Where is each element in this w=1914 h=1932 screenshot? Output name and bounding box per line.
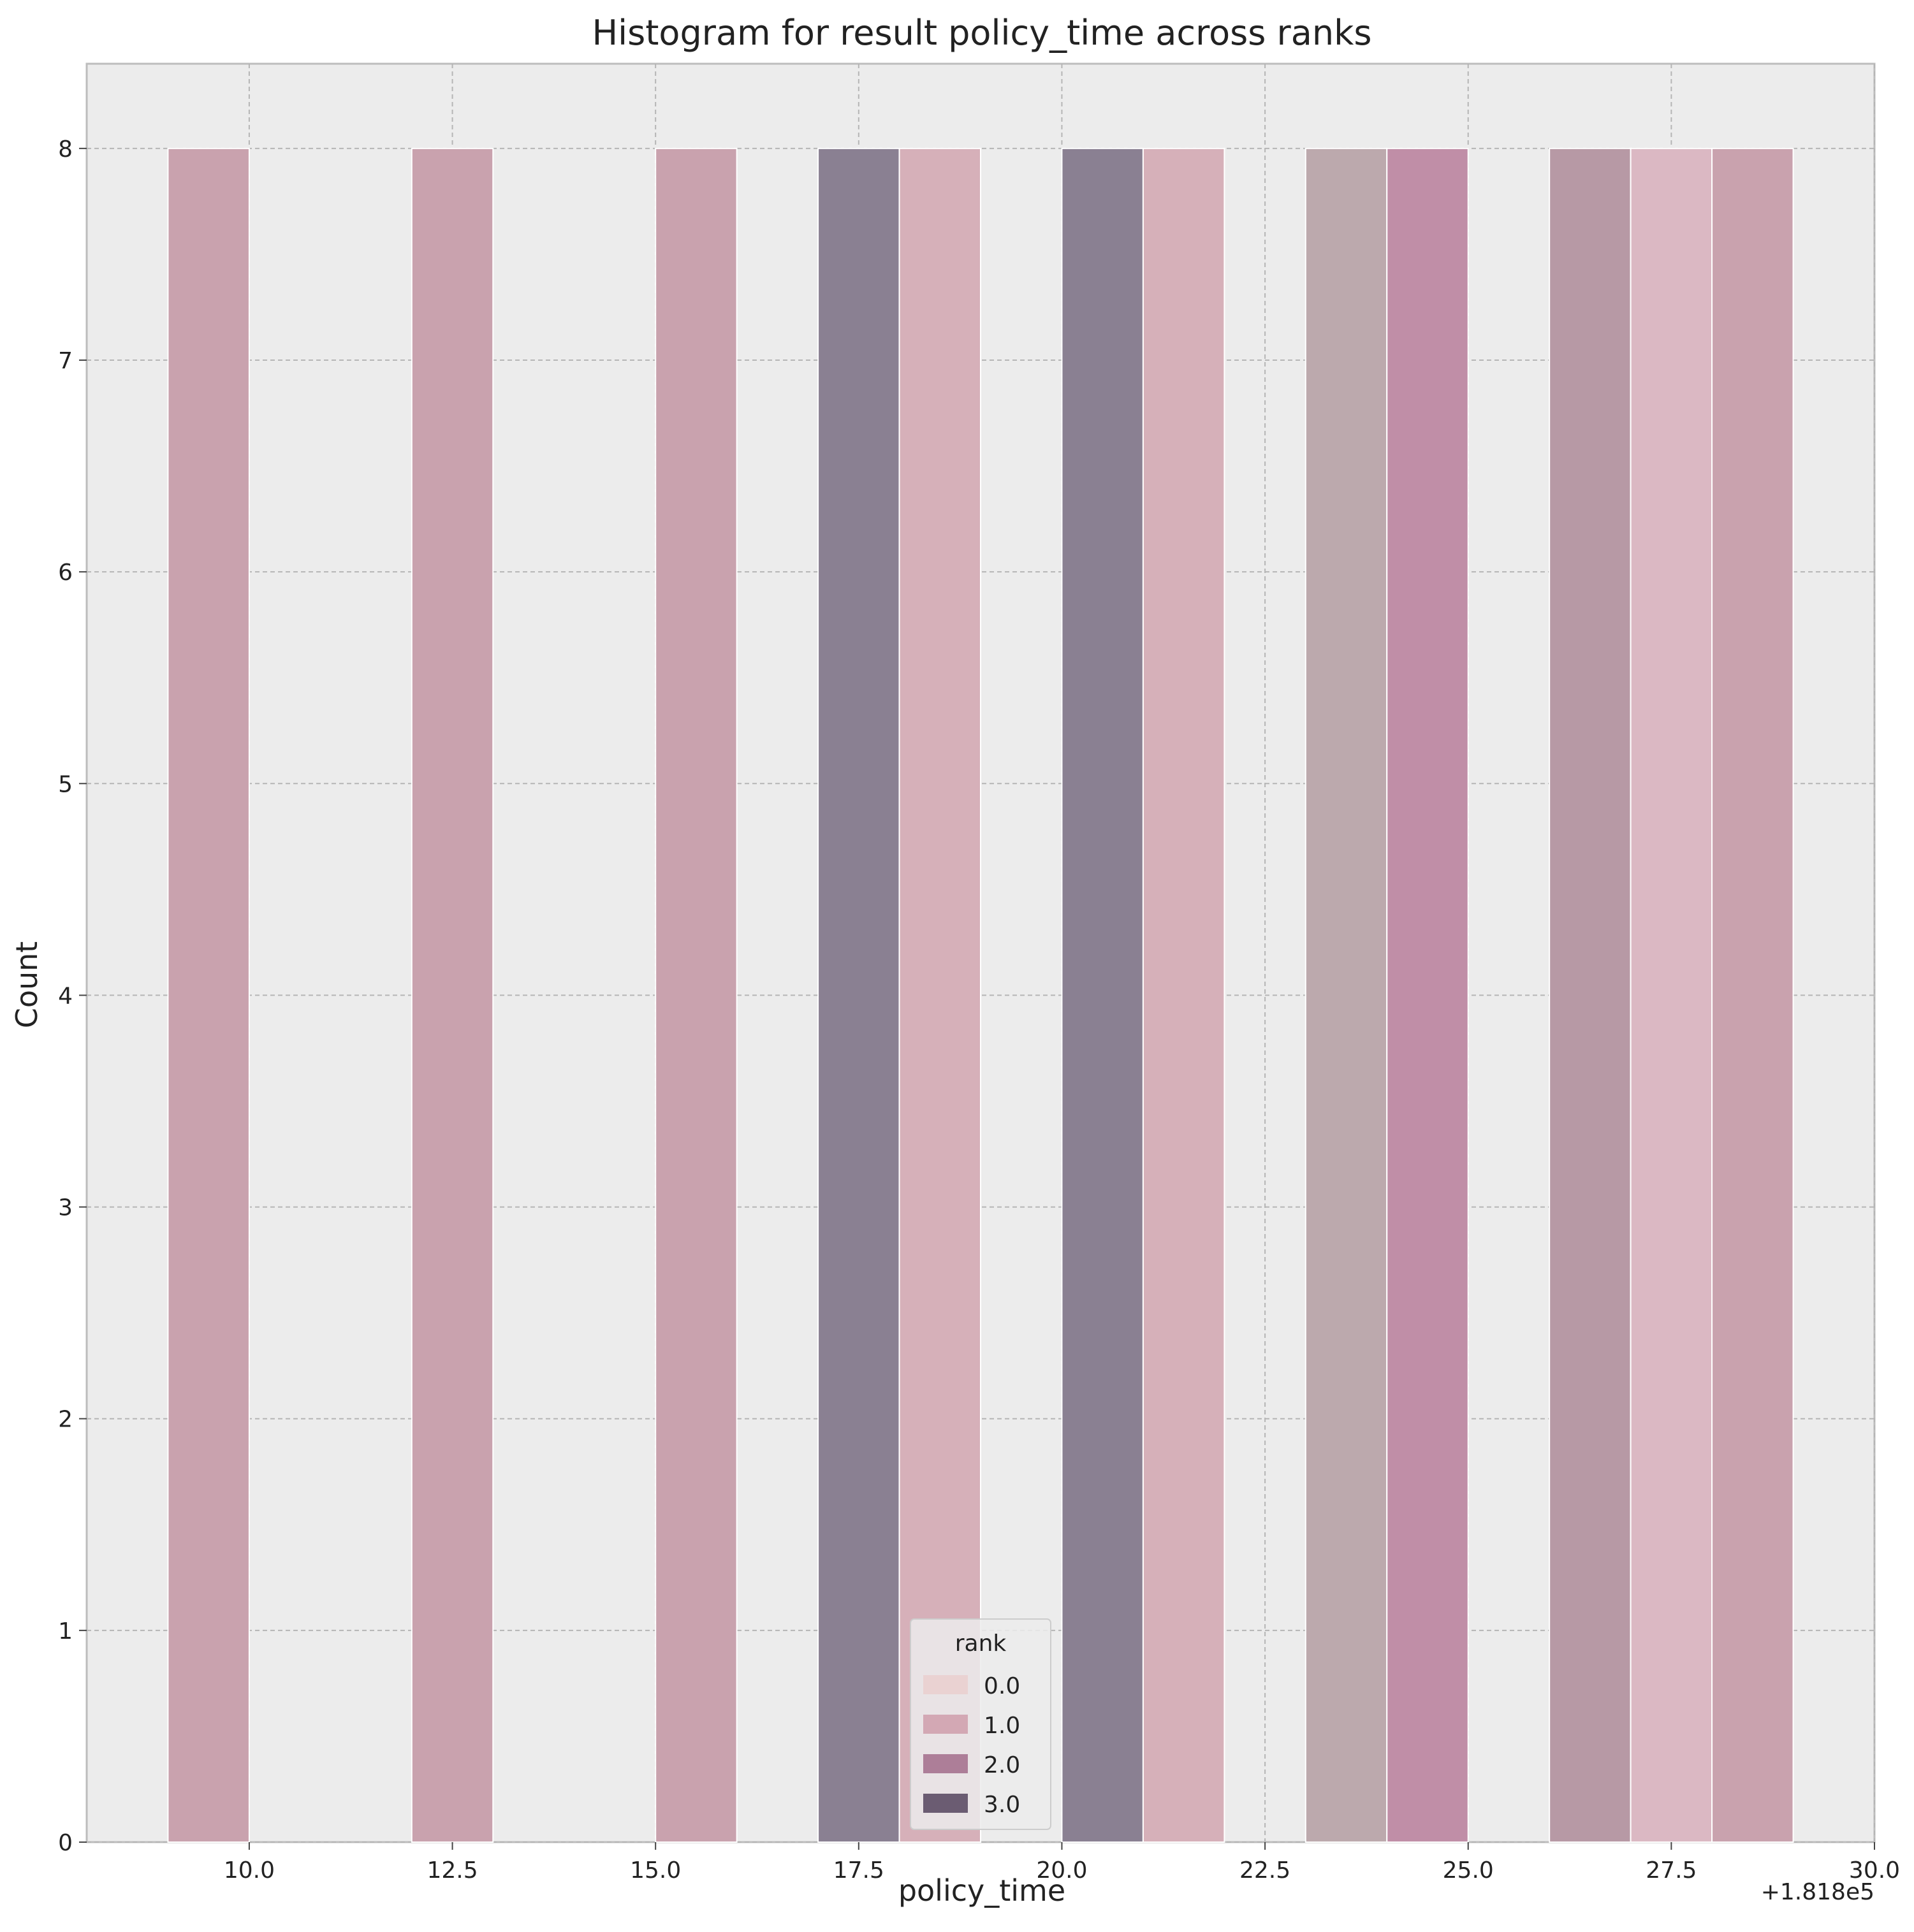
legend-box <box>910 1618 1051 1830</box>
legend-title: rank <box>955 1631 1007 1657</box>
y-axis-label: Count <box>10 941 44 1029</box>
legend-swatch <box>923 1794 968 1813</box>
y-tick-label: 1 <box>58 1618 73 1645</box>
histogram-bar <box>655 147 738 1843</box>
histogram-bar <box>898 147 981 1843</box>
legend-swatch <box>923 1675 968 1694</box>
histogram-bar <box>411 147 494 1843</box>
legend-swatch <box>923 1715 968 1734</box>
histogram-bar <box>1061 147 1144 1843</box>
y-tick-label: 8 <box>58 136 73 163</box>
legend-entry-label: 0.0 <box>984 1673 1020 1699</box>
x-tick-label: 17.5 <box>833 1857 884 1884</box>
x-tick-label: 30.0 <box>1849 1857 1900 1884</box>
y-tick-label: 3 <box>58 1195 73 1221</box>
x-axis-label: policy_time <box>898 1873 1065 1908</box>
histogram-bar <box>817 147 900 1843</box>
histogram-bar <box>167 147 250 1843</box>
x-tick-label: 20.0 <box>1036 1857 1087 1884</box>
ticks: 10.0 12.5 15.0 17.5 20.0 22.5 25.0 27.5 30.00123… <box>58 136 1900 1884</box>
x-tick-label: 25.0 <box>1443 1857 1494 1884</box>
y-tick-label: 4 <box>58 983 73 1009</box>
y-tick-label: 0 <box>58 1830 73 1856</box>
y-tick-label: 2 <box>58 1407 73 1433</box>
x-tick-label: 15.0 <box>630 1857 681 1884</box>
histogram-bar <box>1630 147 1713 1843</box>
bars <box>167 147 1794 1843</box>
legend-entry-label: 2.0 <box>984 1752 1020 1778</box>
histogram-bar <box>1549 147 1632 1843</box>
legend-entry-label: 3.0 <box>984 1792 1020 1818</box>
legend-entry-label: 1.0 <box>984 1713 1020 1739</box>
chart-title: Histogram for result policy_time across … <box>592 13 1372 53</box>
x-offset-label: +1.818e5 <box>1761 1879 1874 1905</box>
histogram-bar <box>1142 147 1225 1843</box>
legend: rank 0.0 1.0 2.0 3.0 <box>910 1618 1051 1830</box>
histogram-bar <box>1711 147 1794 1843</box>
legend-swatch <box>923 1754 968 1773</box>
y-tick-label: 7 <box>58 348 73 374</box>
y-tick-label: 5 <box>58 771 73 797</box>
histogram-bar <box>1304 147 1388 1843</box>
y-tick-label: 6 <box>58 560 73 586</box>
x-tick-label: 27.5 <box>1646 1857 1697 1884</box>
x-tick-label: 12.5 <box>427 1857 478 1884</box>
x-tick-label: 22.5 <box>1239 1857 1290 1884</box>
histogram-bar <box>1386 147 1469 1843</box>
x-tick-label: 10.0 <box>224 1857 275 1884</box>
